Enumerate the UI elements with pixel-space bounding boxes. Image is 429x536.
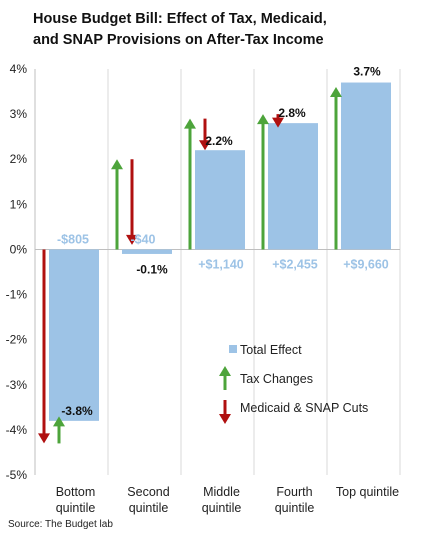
x-axis: Bottom quintile Second quintile Middle quinti… — [56, 485, 399, 515]
legend-swatch-total-effect — [229, 345, 237, 353]
x-tick-label: Top quintile — [336, 485, 399, 499]
dollar-value-label: +$2,455 — [272, 257, 318, 271]
arrow-medicaid-snap-cuts — [199, 118, 211, 151]
arrow-tax-changes — [257, 114, 269, 250]
dollar-value-label: -$40 — [130, 232, 155, 246]
bar-total-effect — [195, 150, 245, 250]
bar-labels: -3.8% -0.1% 2.2% 2.8% 3.7% -$805 -$40 +$1,140 +$… — [57, 65, 389, 418]
arrow-medicaid-snap-cuts — [272, 114, 284, 128]
bar-total-effect — [122, 249, 172, 254]
bar-value-label: -0.1% — [136, 262, 168, 276]
bar-total-effect — [268, 123, 318, 250]
y-tick-label: 2% — [10, 152, 28, 166]
y-tick-label: 4% — [10, 62, 28, 76]
arrow-medicaid-snap-cuts — [38, 249, 50, 444]
arrows — [38, 87, 342, 444]
bar-total-effect — [49, 249, 99, 421]
dollar-value-label: +$1,140 — [198, 257, 244, 271]
bar-value-label: -3.8% — [61, 404, 93, 418]
y-tick-label: -5% — [6, 468, 28, 482]
bar-value-label: 2.2% — [205, 134, 233, 148]
x-tick-label: Middle — [203, 485, 240, 499]
arrow-tax-changes — [184, 118, 196, 250]
arrow-tax-changes — [330, 87, 342, 250]
x-tick-label: Bottom — [56, 485, 96, 499]
bar-total-effect — [341, 82, 391, 250]
arrow-medicaid-snap-cuts — [126, 159, 138, 245]
source-note: Source: The Budget lab — [8, 519, 113, 530]
y-tick-label: 1% — [10, 197, 28, 211]
y-tick-label: -4% — [6, 423, 28, 437]
y-tick-label: -2% — [6, 333, 28, 347]
dollar-value-label: -$805 — [57, 232, 89, 246]
legend-label-cuts: Medicaid & SNAP Cuts — [240, 401, 368, 415]
y-tick-label: -1% — [6, 288, 28, 302]
dollar-value-label: +$9,660 — [343, 257, 389, 271]
legend: Total Effect Tax Changes Medicaid & SNAP… — [219, 343, 368, 424]
x-tick-label: Second — [127, 485, 169, 499]
bar-value-label: 2.8% — [278, 106, 306, 120]
x-tick-label: quintile — [129, 501, 169, 515]
grid — [34, 69, 401, 475]
y-tick-label: 0% — [10, 242, 28, 256]
arrow-tax-changes — [111, 159, 123, 250]
y-axis: -5% -4% -3% -2% -1% 0% 1% 2% 3% 4% — [6, 62, 28, 482]
x-tick-label: quintile — [202, 501, 242, 515]
bar-value-label: 3.7% — [353, 65, 381, 79]
chart-title-line-2: and SNAP Provisions on After-Tax Income — [33, 32, 324, 48]
chart-title-line-1: House Budget Bill: Effect of Tax, Medica… — [33, 11, 327, 27]
y-tick-label: -3% — [6, 378, 28, 392]
legend-arrow-cuts — [219, 400, 231, 424]
legend-label-total-effect: Total Effect — [240, 343, 302, 357]
y-tick-label: 3% — [10, 107, 28, 121]
legend-arrow-tax-changes — [219, 366, 231, 390]
x-tick-label: quintile — [56, 501, 96, 515]
bars — [49, 82, 391, 421]
x-tick-label: Fourth — [276, 485, 312, 499]
arrow-tax-changes — [53, 416, 65, 444]
legend-label-tax-changes: Tax Changes — [240, 372, 313, 386]
x-tick-label: quintile — [275, 501, 315, 515]
